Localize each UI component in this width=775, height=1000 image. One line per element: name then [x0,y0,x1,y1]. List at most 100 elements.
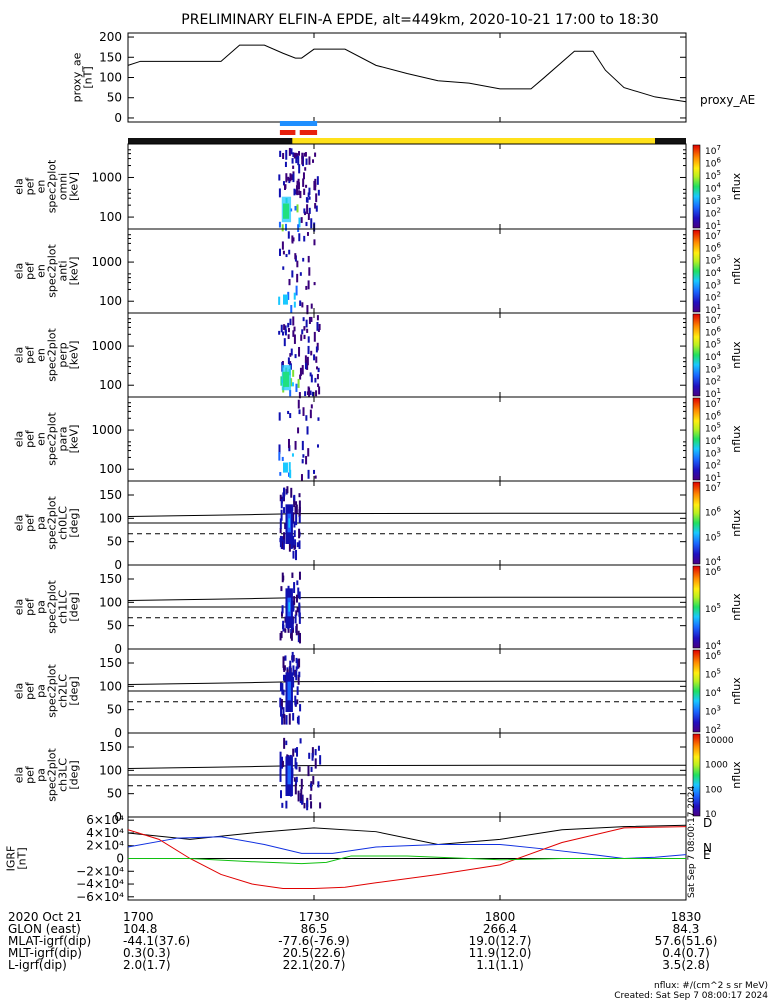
spec3-pixel [280,376,283,386]
spec4-pixel [302,407,305,416]
footer-value: 86.5 [301,922,328,936]
spec1-colorbar-label: nflux [730,172,743,200]
spec1-frame [127,143,687,230]
igrf-ytick-label: −6×10⁴ [76,890,124,904]
pa0-ylabel-line: pa [35,516,48,530]
pa3-pixel [309,783,312,788]
igrf-series-green [128,855,686,865]
pa2-pixel [292,712,295,721]
spec1-pixel [304,152,307,157]
spec3-pixel [287,327,290,333]
spec2-colorbar-tick: 102 [705,291,721,304]
pa3-pixel [281,760,284,768]
pa1-pixel [293,596,296,605]
pa1-colorbar [692,565,701,649]
pa3-colorbar-label: nflux [730,761,743,789]
spec1-colorbar-tick: 102 [705,207,721,220]
spec1-pixel [302,178,305,187]
pa3-pixel [308,752,311,759]
spec4-pixel [307,469,310,479]
spec4-pixel [302,454,305,458]
pa1-colorbar-exponent: 4 [716,639,721,647]
spec2-colorbar [692,229,701,313]
spec4-colorbar-exponent: 2 [716,459,720,467]
footer-row-label: 2020 Oct 21 [8,910,82,924]
pa0-pixel-block [288,518,290,528]
footer-value: 0.3(0.3) [123,946,171,960]
spec3-pixel [310,316,313,322]
spec3-pixel [298,392,301,399]
pa0-colorbar-exponent: 7 [716,481,720,489]
igrf-ytick-label: 0 [116,852,124,866]
spec1-pixel [287,176,290,181]
pa2-pixel [280,705,283,717]
spec4-ylabel-line: para [57,427,70,452]
spec3-pixel [287,322,290,328]
pa1-pixel [298,571,301,580]
spec3-pixel [297,378,300,388]
spec3-pixel [290,378,293,387]
spec1-ytick-label: 1000 [91,170,122,184]
pa2-pixel [282,689,285,696]
pa0-pixel [284,522,287,530]
spec4-ylabel-line: spec2plot [46,412,59,466]
spec1-colorbar-exponent: 5 [716,169,720,177]
spec4-pixel [294,440,297,450]
spec1-pixel [295,185,298,195]
footer-value: 1.1(1.1) [476,958,524,972]
spec1-pixel [294,205,297,211]
pa1-pixel [297,630,300,635]
spec1-pixel [294,152,297,157]
pa3-pixel [297,790,300,802]
pa3-pixel [312,776,315,785]
pa2-ylabel-line: pef [24,681,37,700]
spec4-pixel [306,426,309,435]
pa2-pixel [283,713,286,725]
spec2-pixel [288,278,291,286]
pa0-colorbar [692,481,701,565]
spec1-colorbar-tick: 103 [705,194,721,207]
pa3-pixel [317,745,320,751]
pa2-colorbar-exponent: 6 [716,649,721,657]
pa3-pixel [311,752,314,761]
spec4-pixel [281,456,284,461]
spec4-pixel [278,412,281,421]
spec1-pixel [289,173,292,182]
spec1-pixel [282,152,285,160]
pa3-pixel [317,781,320,788]
pa3-pixel [279,762,282,772]
spec1-pixel [316,176,319,185]
spec1-pixel [302,172,305,180]
spec2-pixel [282,250,285,255]
spec3-pixel [316,321,319,331]
spec1-pixel [314,203,317,209]
spec2-ytick-label: 1000 [91,255,122,269]
spec2-ylabel-line: spec2plot [46,244,59,298]
pa0-pixel [286,486,289,494]
spec4-pixel [309,409,312,419]
spec3-pixel [292,316,295,326]
spec3-pixel [301,365,304,375]
pa1-pixel [292,627,295,633]
pa2-pixel [291,651,294,663]
spec3-pixel [278,330,281,335]
spec2-pixel [296,260,299,268]
spec4-pixel [305,455,308,465]
pa0-pixel [298,515,301,523]
pa1-pixel [298,602,301,613]
pa3-colorbar-tick: 10000 [705,736,734,746]
pa1-ytick-label: 150 [99,572,122,586]
spec4-pixel [301,459,304,464]
ae-frame [127,32,687,123]
footer-value: 1830 [671,910,702,924]
spec3-pixel [295,383,298,392]
pa3-ylabel-line: ch3LC [57,758,70,792]
spec3-colorbar-tick: 104 [705,350,721,363]
pa0-colorbar-label: nflux [730,509,743,537]
spec3-pixel [298,346,301,357]
spec1-pixel [285,173,288,183]
pa3-colorbar-tick: 10 [705,810,717,820]
pa2-pixel [288,713,291,725]
pa1-pixel [294,614,297,624]
pa2-ytick-label: 0 [114,726,122,740]
